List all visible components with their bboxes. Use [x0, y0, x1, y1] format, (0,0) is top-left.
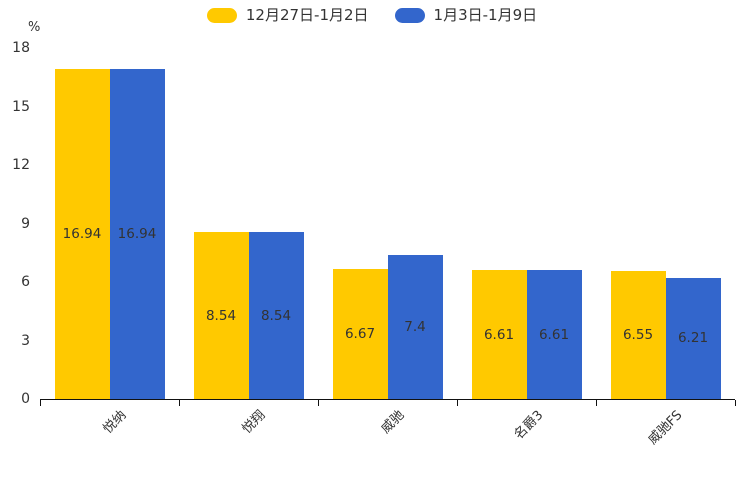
bar-period1[interactable] [54, 68, 110, 399]
y-axis-unit-label: % [28, 20, 41, 35]
bar-period1[interactable] [471, 270, 527, 399]
y-axis-tick-label: 0 [21, 391, 30, 407]
bar-value-label: 6.61 [483, 326, 515, 343]
x-axis-tick [40, 400, 41, 406]
legend-marker-blue-icon [394, 8, 425, 23]
bar-period2[interactable] [526, 270, 582, 399]
bar-value-label: 7.4 [404, 318, 426, 335]
legend-item-period2[interactable]: 1月3日-1月9日 [394, 6, 538, 24]
legend-marker-yellow-icon [206, 8, 237, 23]
legend-label-period2: 1月3日-1月9日 [433, 6, 538, 24]
bar-value-label: 16.94 [117, 225, 157, 242]
chart-legend: 12月27日-1月2日 1月3日-1月9日 [0, 8, 744, 23]
bar-period2[interactable] [665, 277, 721, 399]
bar-value-label: 6.61 [538, 326, 570, 343]
x-axis-tick [596, 400, 597, 406]
bar-value-label: 6.21 [677, 330, 709, 347]
x-axis-category-label: 名爵3 [511, 407, 546, 443]
legend-label-period1: 12月27日-1月2日 [245, 6, 369, 24]
bar-period1[interactable] [610, 271, 666, 399]
bar-value-label: 8.54 [260, 307, 292, 324]
bar-period2[interactable] [109, 68, 165, 399]
y-axis-tick-label: 15 [12, 98, 30, 115]
y-axis-tick-label: 18 [12, 40, 30, 56]
bar-value-label: 8.54 [205, 307, 237, 324]
x-axis-tick [179, 400, 180, 406]
bar-period2[interactable] [248, 232, 304, 399]
x-axis-category-label: 悦翔 [238, 407, 268, 437]
y-axis-tick-label: 9 [21, 215, 30, 232]
x-axis-category-label: 悦纳 [99, 407, 129, 437]
y-axis-tick-label: 3 [21, 332, 30, 349]
bar-period1[interactable] [193, 232, 249, 399]
x-axis-line [40, 399, 735, 400]
x-axis-tick [735, 400, 736, 406]
y-axis-tick-label: 12 [12, 157, 30, 173]
bar-period2[interactable] [387, 254, 443, 399]
x-axis-category-label: 威驰 [377, 407, 407, 437]
x-axis-tick [457, 400, 458, 406]
x-axis-category-label: 威驰FS [644, 407, 685, 448]
bar-value-label: 6.67 [344, 325, 376, 342]
bar-period1[interactable] [332, 268, 388, 399]
legend-item-period1[interactable]: 12月27日-1月2日 [206, 6, 369, 24]
x-axis-tick [318, 400, 319, 406]
bar-value-label: 16.94 [62, 225, 102, 242]
y-axis-tick-label: 6 [21, 274, 30, 290]
bar-value-label: 6.55 [622, 327, 654, 344]
